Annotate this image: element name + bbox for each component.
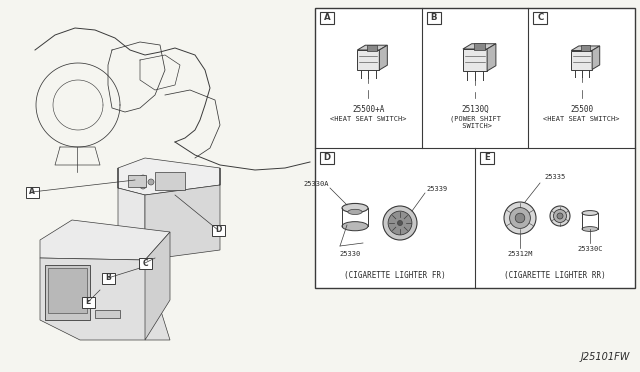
Bar xyxy=(81,296,95,308)
Ellipse shape xyxy=(582,227,598,231)
Text: 25330C: 25330C xyxy=(577,246,603,252)
Bar xyxy=(533,12,547,24)
Text: C: C xyxy=(537,13,543,22)
Bar xyxy=(128,175,146,187)
Bar xyxy=(155,172,185,190)
Bar xyxy=(357,50,380,70)
Text: D: D xyxy=(323,154,331,163)
Polygon shape xyxy=(40,220,170,260)
Bar xyxy=(320,12,334,24)
Circle shape xyxy=(383,206,417,240)
Text: 25500: 25500 xyxy=(570,105,593,114)
Polygon shape xyxy=(145,232,170,340)
Ellipse shape xyxy=(348,209,362,215)
Polygon shape xyxy=(118,168,145,260)
Polygon shape xyxy=(572,46,600,51)
Text: 25335: 25335 xyxy=(545,174,566,180)
Bar xyxy=(26,186,38,198)
Bar xyxy=(48,268,87,313)
Polygon shape xyxy=(463,44,496,49)
Circle shape xyxy=(397,221,403,225)
Polygon shape xyxy=(592,46,600,70)
Bar xyxy=(211,224,225,235)
Text: 25330: 25330 xyxy=(339,251,360,257)
Bar xyxy=(572,51,592,70)
Polygon shape xyxy=(118,158,220,195)
Ellipse shape xyxy=(342,222,368,231)
Polygon shape xyxy=(357,45,387,50)
Bar xyxy=(95,310,120,318)
Circle shape xyxy=(148,179,154,185)
Bar xyxy=(45,265,90,320)
Text: B: B xyxy=(431,13,437,22)
Text: 25312M: 25312M xyxy=(508,251,532,257)
Text: A: A xyxy=(29,187,35,196)
Bar xyxy=(367,45,378,51)
Ellipse shape xyxy=(342,203,368,212)
Text: E: E xyxy=(85,298,91,307)
Text: E: E xyxy=(484,154,490,163)
Circle shape xyxy=(504,202,536,234)
Circle shape xyxy=(388,211,412,235)
Circle shape xyxy=(550,206,570,226)
Bar xyxy=(320,152,334,164)
Bar xyxy=(463,49,487,71)
Circle shape xyxy=(557,213,563,219)
Text: <HEAT SEAT SWITCH>: <HEAT SEAT SWITCH> xyxy=(330,116,406,122)
Bar xyxy=(474,43,485,49)
Bar xyxy=(315,8,635,288)
Polygon shape xyxy=(380,45,387,70)
Polygon shape xyxy=(145,168,220,260)
Circle shape xyxy=(509,208,531,228)
Text: 25339: 25339 xyxy=(426,186,447,192)
Text: (CIGARETTE LIGHTER RR): (CIGARETTE LIGHTER RR) xyxy=(504,271,606,280)
Polygon shape xyxy=(40,258,170,340)
Bar xyxy=(427,12,441,24)
Circle shape xyxy=(515,213,525,223)
Text: <HEAT SEAT SWITCH>: <HEAT SEAT SWITCH> xyxy=(543,116,620,122)
Bar xyxy=(480,152,494,164)
Text: B: B xyxy=(105,273,111,282)
Text: J25101FW: J25101FW xyxy=(580,352,630,362)
Circle shape xyxy=(140,175,146,181)
Bar xyxy=(102,273,115,283)
Text: 25500+A: 25500+A xyxy=(352,105,385,114)
Text: (POWER SHIFT
 SWITCH>: (POWER SHIFT SWITCH> xyxy=(449,115,500,128)
Text: (CIGARETTE LIGHTER FR): (CIGARETTE LIGHTER FR) xyxy=(344,271,446,280)
Text: C: C xyxy=(142,259,148,267)
Text: 25330A: 25330A xyxy=(303,181,329,187)
Text: 25130Q: 25130Q xyxy=(461,105,489,114)
Text: D: D xyxy=(215,225,221,234)
Circle shape xyxy=(554,209,566,222)
Text: A: A xyxy=(324,13,330,22)
Ellipse shape xyxy=(582,211,598,215)
Circle shape xyxy=(140,183,146,189)
Bar xyxy=(580,45,590,51)
Circle shape xyxy=(132,179,138,185)
Polygon shape xyxy=(487,44,496,71)
Bar xyxy=(138,257,152,269)
